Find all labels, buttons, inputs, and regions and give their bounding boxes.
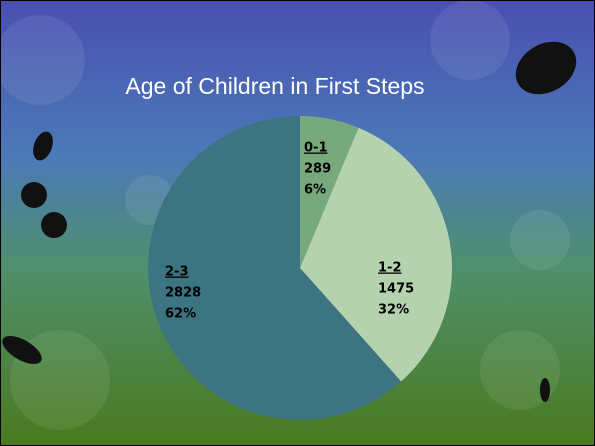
slice-category: 0-1 xyxy=(304,141,328,156)
chart-title: Age of Children in First Steps xyxy=(125,73,424,99)
slice-percent: 62% xyxy=(165,307,196,322)
pie: 0-1 289 6% 1-2 1475 32% 2-3 2828 62% xyxy=(148,116,452,420)
slice-value: 2828 xyxy=(165,286,201,301)
slice-value: 1475 xyxy=(378,282,414,297)
slice-percent: 32% xyxy=(378,303,409,318)
slide: Age of Children in First Steps 0-1 289 6% 1… xyxy=(0,0,595,446)
slice-category: 2-3 xyxy=(165,265,189,280)
slice-value: 289 xyxy=(304,162,331,177)
slice-percent: 6% xyxy=(304,183,326,198)
slice-category: 1-2 xyxy=(378,261,402,276)
